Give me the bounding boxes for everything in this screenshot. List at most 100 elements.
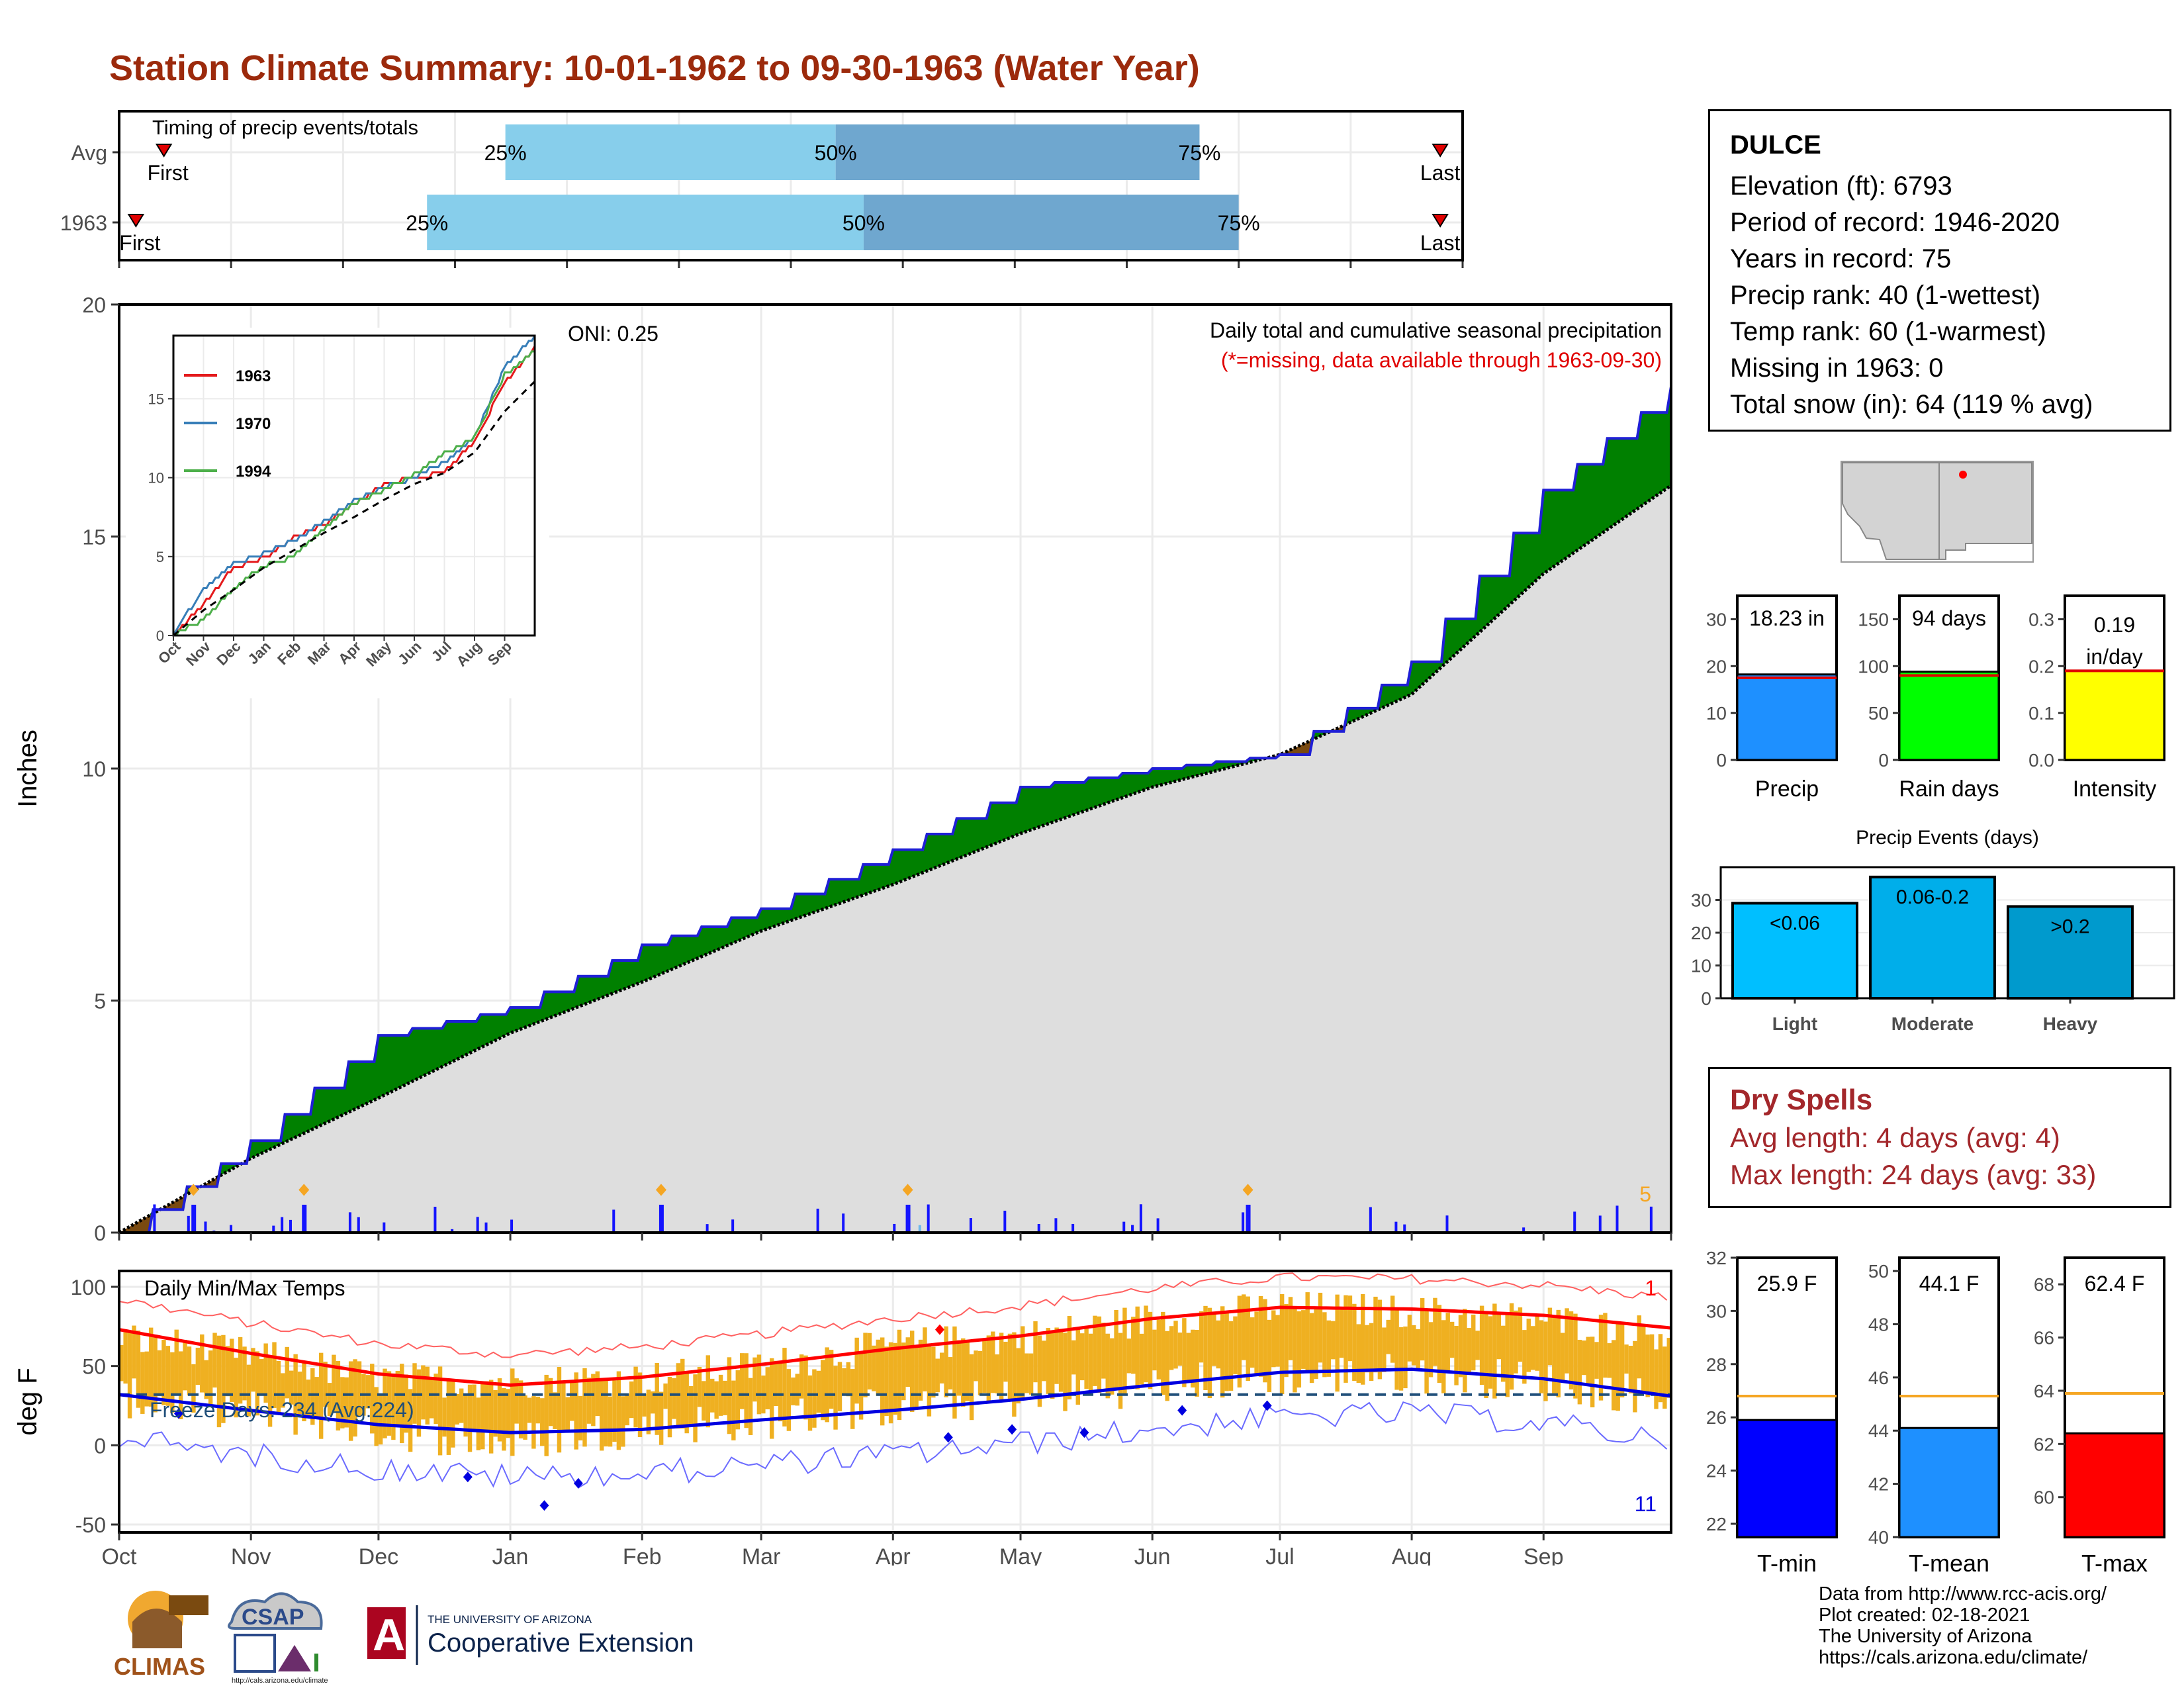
- timing-p25-label: 25%: [484, 141, 527, 165]
- temp-daily-bar: [191, 1364, 196, 1413]
- precip-daily-bar: [153, 1204, 156, 1233]
- timing-title: Timing of precip events/totals: [152, 116, 418, 139]
- inset-legend-label: 1970: [236, 415, 271, 433]
- temp-daily-bar: [314, 1377, 319, 1419]
- temp-daily-bar: [1594, 1342, 1599, 1379]
- precip-daily-bar: [191, 1204, 197, 1233]
- temp-daily-bar: [387, 1371, 392, 1436]
- precip-extreme-marker-icon: [902, 1184, 913, 1196]
- temp-daily-bar: [148, 1327, 154, 1407]
- csap-logo: CSAP http://cals.arizona.edu/climate: [228, 1592, 328, 1685]
- temp-daily-bar: [506, 1389, 511, 1438]
- temp-daily-bar: [123, 1332, 128, 1384]
- summary-y-tick-label: 0.0: [2028, 750, 2054, 771]
- climas-logo: CLIMAS: [114, 1591, 208, 1680]
- temp-daily-bar: [807, 1375, 813, 1431]
- temp-daily-bar: [1335, 1294, 1340, 1392]
- summary-bar: [1736, 673, 1838, 761]
- temp-daily-bar: [765, 1367, 770, 1410]
- precip-daily-bar: [1394, 1221, 1398, 1233]
- temp-summary-y-tick-label: 28: [1706, 1354, 1727, 1375]
- temp-daily-bar: [1139, 1333, 1144, 1385]
- temp-daily-bar: [523, 1395, 527, 1440]
- temp-daily-bar: [723, 1380, 727, 1415]
- temp-daily-bar: [642, 1393, 647, 1417]
- temp-daily-bar: [1547, 1307, 1553, 1366]
- temp-daily-bar: [1105, 1333, 1110, 1399]
- temp-daily-bar: [242, 1346, 247, 1401]
- temp-record-low-marker-icon: [1177, 1405, 1187, 1416]
- temp-daily-bar: [1339, 1307, 1344, 1358]
- temp-summary-y-tick-label: 30: [1706, 1301, 1727, 1321]
- temp-daily-bar: [165, 1346, 171, 1406]
- temp-daily-bar: [430, 1379, 434, 1419]
- temp-x-tick-label: May: [999, 1544, 1042, 1566]
- inset-y-tick-label: 5: [156, 549, 164, 565]
- temp-daily-bar: [1377, 1299, 1383, 1380]
- temp-daily-bar: [812, 1369, 817, 1428]
- temp-frame: [118, 1270, 1672, 1534]
- temp-y-tick-label: 100: [71, 1276, 106, 1299]
- precip-daily-bar: [1246, 1204, 1251, 1233]
- precip-daily-bar: [348, 1212, 351, 1233]
- location-map: [1841, 461, 2034, 563]
- temp-daily-bar: [132, 1325, 136, 1379]
- temp-daily-bar: [1228, 1321, 1234, 1391]
- precip-daily-bar: [1122, 1221, 1126, 1233]
- temp-daily-bar: [514, 1378, 519, 1424]
- precip-extreme-marker-icon: [1242, 1184, 1253, 1196]
- temp-chart: 100 50 0 -50 Oct Nov Dec Jan Feb Mar Apr May Jun Jul A…: [13, 1270, 1672, 1566]
- temp-daily-bar: [952, 1326, 957, 1419]
- summary-y-tick-label: 150: [1858, 609, 1889, 630]
- temp-daily-bar: [1590, 1336, 1595, 1408]
- temp-daily-bar: [1003, 1341, 1008, 1382]
- precip-daily-bar: [842, 1213, 845, 1233]
- temp-daily-bar: [1441, 1320, 1446, 1393]
- temp-daily-bar: [986, 1335, 991, 1401]
- temp-daily-bar: [705, 1355, 711, 1428]
- temp-daily-bar: [1573, 1313, 1578, 1399]
- temp-daily-bar: [246, 1364, 251, 1417]
- temp-daily-bar: [370, 1364, 375, 1434]
- temp-daily-bar: [216, 1335, 222, 1428]
- precip-y-tick-label: 20: [82, 293, 106, 317]
- precip-daily-bar: [1003, 1210, 1007, 1233]
- temp-summary-y-tick-label: 68: [2034, 1274, 2054, 1295]
- summary-value-label: 94 days: [1912, 606, 1986, 630]
- temp-daily-bar: [200, 1334, 205, 1393]
- temp-daily-bar: [1352, 1303, 1357, 1382]
- temp-daily-bar: [735, 1370, 740, 1430]
- temp-daily-bar: [1007, 1333, 1013, 1401]
- temp-summary-group: 22 24 26 28 30 32 25.9 F T-min: [1706, 1248, 1838, 1577]
- events-y-tick-label: 10: [1691, 956, 1711, 976]
- temp-daily-bar: [1509, 1303, 1514, 1390]
- temp-daily-bar: [297, 1372, 302, 1415]
- temp-daily-bar: [637, 1372, 643, 1438]
- temp-daily-bar: [1118, 1333, 1123, 1409]
- temp-daily-bar: [897, 1329, 902, 1421]
- temp-daily-bar: [488, 1380, 494, 1454]
- temp-daily-bar: [136, 1331, 141, 1408]
- temp-daily-bar: [480, 1382, 485, 1450]
- temp-daily-bar: [1088, 1333, 1093, 1391]
- temp-daily-bar: [1237, 1295, 1242, 1388]
- temp-daily-bar: [905, 1337, 910, 1387]
- precip-daily-bar: [383, 1222, 386, 1233]
- timing-p75-label: 75%: [1218, 211, 1260, 235]
- temp-daily-bar: [1195, 1330, 1199, 1397]
- summary-category-label: Precip: [1755, 776, 1819, 802]
- csap-url: http://cals.arizona.edu/climate: [232, 1677, 328, 1685]
- temp-daily-bar: [956, 1340, 962, 1396]
- temp-daily-bar: [578, 1395, 583, 1440]
- summary-y-tick-label: 0.2: [2028, 656, 2054, 677]
- temp-summary-value-label: 44.1 F: [1919, 1272, 1979, 1295]
- temp-daily-bar: [1246, 1296, 1250, 1381]
- precip-daily-bar: [1156, 1218, 1160, 1233]
- temp-daily-bar: [1203, 1305, 1208, 1390]
- temp-daily-bar: [1177, 1333, 1183, 1366]
- temp-daily-bar: [769, 1358, 774, 1439]
- precip-y-tick-label: 5: [94, 990, 106, 1013]
- temp-daily-bar: [1012, 1332, 1017, 1417]
- climas-block-icon: [169, 1595, 208, 1615]
- summary-category-label: Rain days: [1899, 776, 1999, 802]
